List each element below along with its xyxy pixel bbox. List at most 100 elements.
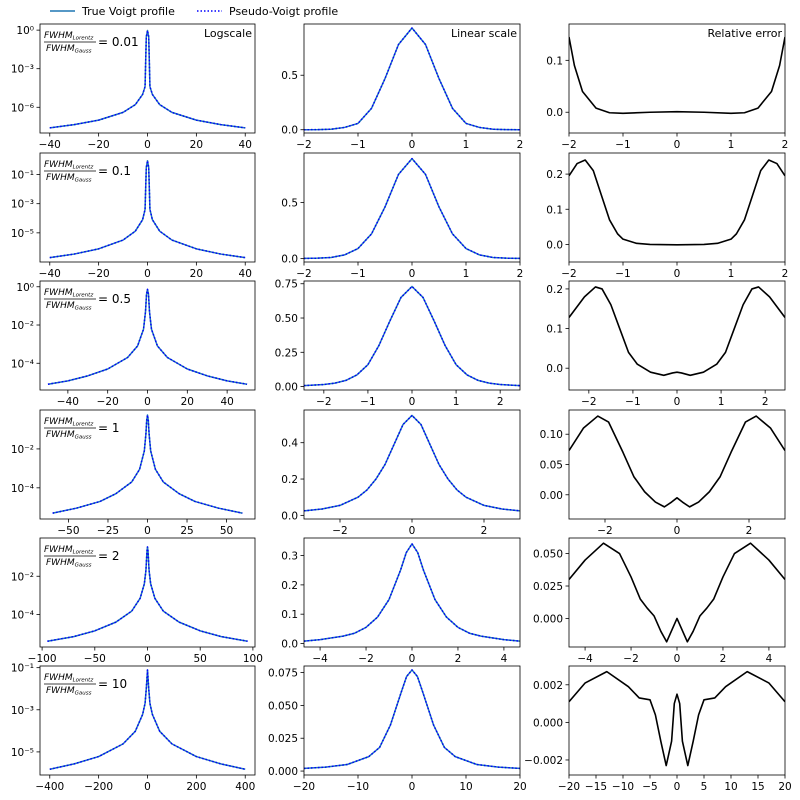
x-tick-label: −2	[561, 268, 576, 280]
ratio-denominator: FWHMGauss	[46, 44, 92, 55]
subplot-r1-c1: −2 −1 0 1 2 0.0 0.5	[281, 152, 524, 280]
ratio-value: = 10	[98, 677, 127, 691]
x-tick-label: 0	[144, 781, 151, 793]
x-tick-label: 25	[180, 525, 193, 537]
x-tick-label: −15	[585, 781, 607, 793]
x-tick-label: −1	[350, 268, 365, 280]
y-tick-label: 0.2	[281, 474, 298, 486]
x-tick-label: 2	[782, 139, 789, 151]
x-tick-label: 2	[517, 268, 524, 280]
y-tick-label: 0.05	[540, 460, 563, 472]
x-tick-label: −200	[84, 781, 113, 793]
x-tick-label: 40	[239, 268, 252, 280]
x-tick-label: 20	[513, 781, 526, 793]
x-tick-label: −20	[293, 781, 315, 793]
subplot-r3-c0: −50 −25 0 25 50 10⁻⁴ 10⁻² FWHMLorentz FWHMGauss =…	[11, 409, 256, 537]
x-tick-label: −10	[612, 781, 634, 793]
series-pseudo-voigt	[49, 160, 246, 259]
x-tick-label: −2	[296, 268, 311, 280]
x-tick-label: 10	[724, 781, 737, 793]
x-tick-label: 1	[728, 139, 735, 151]
x-tick-label: 20	[778, 781, 791, 793]
ratio-numerator: FWHMLorentz	[44, 545, 93, 556]
ratio-numerator-subscript: Lorentz	[73, 678, 94, 684]
ratio-value: = 2	[98, 549, 120, 563]
y-tick-label: 0.50	[275, 313, 298, 325]
y-tick-label: 0.4	[281, 438, 298, 450]
y-tick-label: 10⁻⁵	[11, 747, 34, 759]
y-tick-label: 10⁰	[16, 282, 34, 294]
y-tick-label: 10⁻⁴	[11, 358, 34, 370]
panel-title: Relative error	[708, 27, 783, 40]
x-tick-label: 0	[144, 396, 151, 408]
series-relative-error	[569, 159, 785, 246]
x-tick-label: 2	[746, 525, 753, 537]
x-tick-label: −1	[350, 139, 365, 151]
series-true-voigt	[304, 157, 520, 260]
x-tick-label: 2	[481, 525, 488, 537]
x-tick-label: −10	[347, 781, 369, 793]
x-tick-label: 0	[674, 653, 681, 665]
axes-frame	[568, 23, 786, 134]
subplot-r2-c2: −2 −1 0 1 2 0.0 0.1 0.2	[546, 280, 786, 408]
x-tick-label: −20	[88, 139, 110, 151]
series-true-voigt	[49, 160, 246, 259]
y-tick-label: 0.000	[268, 766, 298, 778]
ratio-denominator: FWHMGauss	[46, 430, 92, 441]
x-tick-label: −40	[39, 139, 61, 151]
ratio-denominator-subscript: Gauss	[75, 563, 92, 569]
y-tick-label: 0.1	[546, 324, 563, 336]
ratio-numerator: FWHMLorentz	[44, 417, 93, 428]
x-tick-label: −20	[88, 268, 110, 280]
x-tick-label: 20	[181, 396, 194, 408]
x-tick-label: 1	[463, 139, 470, 151]
x-tick-label: −40	[39, 268, 61, 280]
y-tick-label: 0.5	[281, 197, 298, 209]
x-tick-label: 4	[766, 653, 773, 665]
x-tick-label: 0	[144, 525, 151, 537]
ratio-value: = 1	[98, 421, 120, 435]
ratio-numerator: FWHMLorentz	[44, 673, 93, 684]
x-tick-label: 15	[751, 781, 764, 793]
subplot-r4-c1: −4 −2 0 2 4 0.0 0.1 0.2 0.3	[281, 537, 521, 665]
y-tick-label: 0.002	[533, 680, 563, 692]
y-tick-label: 0.000	[533, 613, 563, 625]
y-tick-label: 0.0	[281, 125, 298, 137]
y-tick-label: 10⁻⁵	[11, 228, 34, 240]
series-true-voigt	[304, 543, 520, 642]
y-tick-label: 0.2	[546, 284, 563, 296]
ratio-numerator-subscript: Lorentz	[73, 550, 94, 556]
ratio-numerator-subscript: Lorentz	[73, 293, 94, 299]
axes-frame	[303, 152, 521, 263]
axes-frame	[568, 409, 786, 520]
series-pseudo-voigt	[304, 157, 520, 260]
ratio-denominator-subscript: Gauss	[75, 306, 92, 312]
series-true-voigt	[304, 669, 520, 770]
ratio-numerator: FWHMLorentz	[44, 31, 93, 42]
series-relative-error	[569, 542, 785, 643]
series-true-voigt	[304, 285, 520, 387]
ratio-numerator: FWHMLorentz	[44, 160, 93, 171]
x-tick-label: 0	[674, 396, 681, 408]
series-relative-error	[569, 415, 785, 508]
y-tick-label: 10⁻⁶	[11, 102, 34, 114]
ratio-denominator: FWHMGauss	[46, 558, 92, 569]
series-relative-error	[569, 286, 785, 377]
y-tick-label: 0.050	[268, 700, 298, 712]
y-tick-label: 0.050	[533, 549, 563, 561]
series-true-voigt	[49, 669, 246, 770]
y-tick-label: 10⁻²	[11, 320, 34, 332]
y-tick-label: 10⁻³	[11, 199, 34, 211]
x-tick-label: 4	[501, 653, 508, 665]
x-tick-label: −2	[597, 525, 612, 537]
subplot-r0-c2: −2 −1 0 1 2 0.0 0.1 Relative error	[546, 23, 789, 151]
x-tick-label: −4	[312, 653, 328, 665]
y-tick-label: 0.025	[268, 733, 298, 745]
x-tick-label: 0	[144, 653, 151, 665]
ratio-numerator-subscript: Lorentz	[73, 422, 94, 428]
series-pseudo-voigt	[52, 414, 243, 514]
x-tick-label: 0	[674, 525, 681, 537]
x-tick-label: −1	[360, 396, 375, 408]
x-tick-label: 0	[409, 653, 416, 665]
axes-frame	[303, 537, 521, 648]
